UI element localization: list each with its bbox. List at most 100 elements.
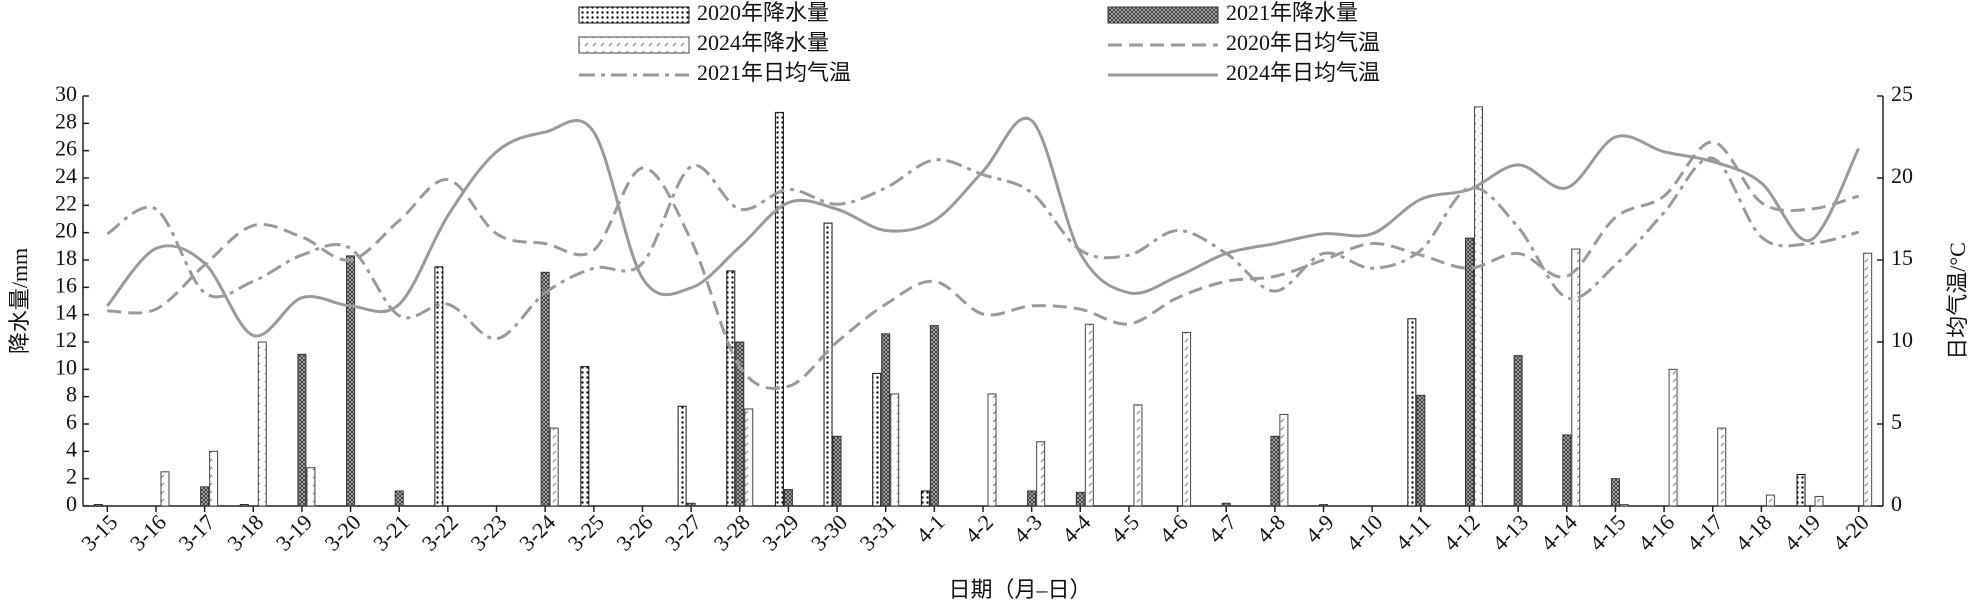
x-tick-label: 4-3: [1008, 509, 1046, 547]
bar: [209, 450, 219, 507]
bar: [1562, 434, 1572, 507]
y-tick-label: 4: [66, 436, 77, 461]
x-tick-label: 3-29: [757, 509, 803, 555]
bar: [1863, 252, 1873, 507]
y2-tick-label: 15: [1891, 245, 1913, 270]
x-tick-label: 3-26: [611, 509, 657, 555]
line: [107, 140, 1860, 390]
y-tick-label: 28: [55, 108, 77, 133]
y-tick-label: 30: [55, 81, 77, 106]
x-tick-label: 4-13: [1487, 509, 1533, 555]
bar: [677, 405, 687, 507]
legend-label: 2020年日均气温: [1226, 30, 1380, 55]
bar: [726, 270, 736, 507]
bar: [1717, 427, 1727, 507]
x-tick-label: 4-4: [1057, 509, 1095, 547]
x-tick-label: 3-18: [222, 509, 268, 555]
legend-swatch: [1107, 6, 1219, 24]
bar: [1221, 502, 1231, 507]
y2-tick-label: 20: [1891, 163, 1913, 188]
bar: [540, 271, 550, 507]
bar: [1416, 394, 1426, 507]
x-tick-label: 4-1: [911, 509, 949, 547]
y-tick-label: 26: [55, 136, 77, 161]
y2-tick-label: 5: [1891, 409, 1902, 434]
legend-label: 2020年降水量: [697, 0, 829, 25]
bar: [1319, 504, 1329, 507]
x-tick-label: 4-17: [1682, 509, 1728, 555]
bar: [346, 255, 356, 507]
bar: [1619, 504, 1629, 507]
bar: [987, 393, 997, 507]
bar: [832, 435, 842, 507]
bar: [929, 325, 939, 507]
bar: [1182, 331, 1192, 507]
y2-tick-label: 25: [1891, 81, 1913, 106]
bar: [1610, 478, 1620, 507]
legend-label: 2021年降水量: [1226, 0, 1358, 25]
x-tick-label: 3-24: [514, 509, 560, 555]
bar: [1464, 237, 1474, 507]
legend-label: 2024年日均气温: [1226, 60, 1380, 85]
bar: [1036, 441, 1046, 507]
x-tick-label: 4-19: [1779, 509, 1825, 555]
bar: [872, 372, 882, 507]
y-tick-label: 0: [66, 491, 77, 516]
x-tick-label: 3-28: [709, 509, 755, 555]
bar: [735, 341, 745, 507]
x-tick-label: 3-30: [806, 509, 852, 555]
bar: [394, 490, 404, 507]
x-tick-label: 3-16: [125, 509, 171, 555]
x-tick-label: 4-15: [1584, 509, 1630, 555]
bar: [774, 111, 784, 507]
bar: [257, 341, 267, 507]
x-tick-label: 3-19: [271, 509, 317, 555]
y-tick-label: 6: [66, 409, 77, 434]
x-tick-label: 4-11: [1390, 509, 1436, 555]
bar: [881, 333, 891, 507]
bar: [93, 504, 103, 507]
legend-label: 2021年日均气温: [697, 60, 851, 85]
x-tick-label: 4-2: [960, 509, 998, 547]
bar: [744, 408, 754, 507]
bar: [549, 427, 559, 507]
x-tick-label: 3-20: [319, 509, 365, 555]
bar: [297, 353, 307, 507]
y-tick-label: 14: [55, 300, 77, 325]
x-axis-title: 日期（月–日）: [948, 577, 1091, 602]
legend-swatch: [578, 6, 690, 24]
bar: [1084, 323, 1094, 507]
bar: [160, 471, 170, 507]
x-tick-label: 3-22: [417, 509, 463, 555]
y-tick-label: 10: [55, 354, 77, 379]
x-tick-label: 3-15: [76, 509, 122, 555]
x-tick-label: 4-14: [1536, 509, 1582, 555]
x-tick-label: 3-23: [465, 509, 511, 555]
bar: [1473, 106, 1483, 507]
y-tick-label: 16: [55, 272, 77, 297]
legend-label: 2024年降水量: [697, 30, 829, 55]
bar: [580, 366, 590, 507]
x-tick-label: 3-25: [563, 509, 609, 555]
y-tick-label: 22: [55, 190, 77, 215]
bar: [1814, 495, 1824, 507]
bar: [239, 504, 249, 507]
legend-swatch: [578, 36, 690, 54]
y-tick-label: 24: [55, 163, 77, 188]
bar: [1796, 474, 1806, 507]
bar: [1513, 355, 1523, 507]
bar: [1027, 490, 1037, 507]
x-tick-label: 4-20: [1828, 509, 1874, 555]
bar: [920, 490, 930, 507]
bar: [1270, 435, 1280, 507]
bar: [783, 489, 793, 507]
y-tick-label: 2: [66, 464, 77, 489]
x-tick-label: 3-31: [855, 509, 901, 555]
bar: [890, 393, 900, 507]
x-tick-label: 4-7: [1203, 509, 1241, 547]
y-tick-label: 8: [66, 382, 77, 407]
bar: [1407, 318, 1417, 507]
x-tick-label: 4-18: [1730, 509, 1776, 555]
bar: [823, 222, 833, 507]
